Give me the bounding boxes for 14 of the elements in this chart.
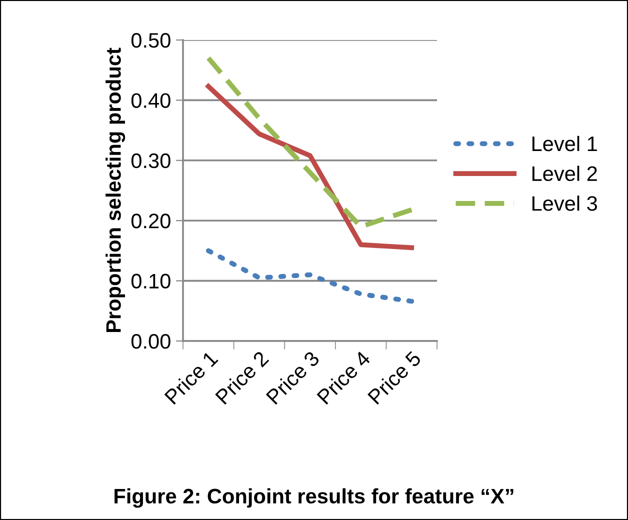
- line-series: [206, 84, 414, 250]
- y-tick-label: 0.50: [131, 33, 170, 48]
- legend-label: Level 2: [532, 166, 597, 182]
- y-tick-label: 0.10: [131, 274, 170, 289]
- legend-label: Level 3: [532, 196, 598, 211]
- y-tick-label: 0.40: [131, 93, 170, 108]
- legend-label: Level 1: [532, 136, 597, 152]
- y-tick-label: 0.20: [131, 214, 170, 228]
- line-series: [206, 56, 414, 230]
- y-tick-label: 0.00: [131, 334, 170, 349]
- line-series: [206, 248, 414, 304]
- caption: Figure 2: Conjoint results for feature “X”: [114, 488, 514, 508]
- y-axis-title: Proportion selecting product: [106, 48, 126, 332]
- y-tick-label: 0.30: [131, 153, 170, 168]
